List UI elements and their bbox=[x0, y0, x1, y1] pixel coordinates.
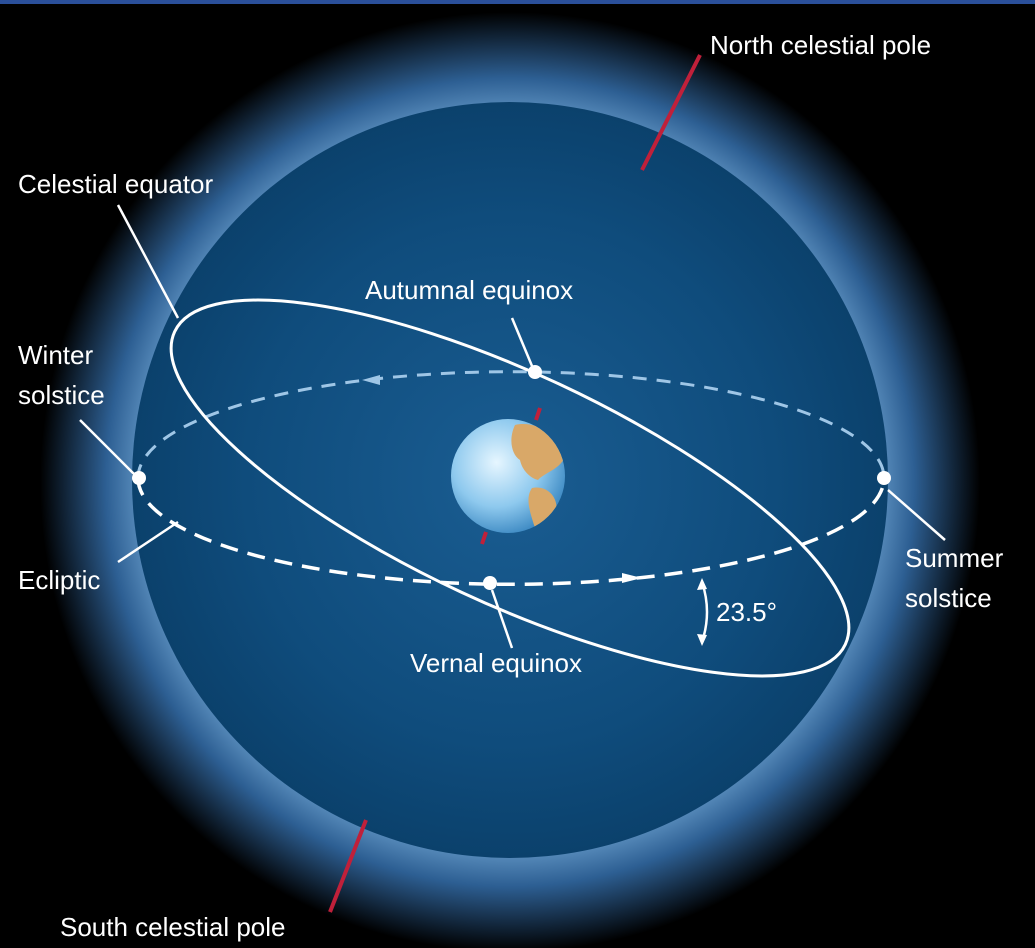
label: Summer bbox=[905, 543, 1004, 573]
vernal-point bbox=[483, 576, 497, 590]
label: 23.5° bbox=[716, 597, 777, 627]
label: North celestial pole bbox=[710, 30, 931, 60]
label: solstice bbox=[18, 380, 105, 410]
label: solstice bbox=[905, 583, 992, 613]
autumnal-point bbox=[528, 365, 542, 379]
page: North celestial pole Celestial equator A… bbox=[0, 0, 1035, 948]
top-border bbox=[0, 0, 1035, 4]
label: Autumnal equinox bbox=[365, 275, 573, 305]
label: Vernal equinox bbox=[410, 648, 582, 678]
summer-point bbox=[877, 471, 891, 485]
label: Winter bbox=[18, 340, 93, 370]
label: South celestial pole bbox=[60, 912, 285, 942]
label: Ecliptic bbox=[18, 565, 100, 595]
diagram: North celestial pole Celestial equator A… bbox=[0, 0, 1035, 948]
label: Celestial equator bbox=[18, 169, 213, 199]
